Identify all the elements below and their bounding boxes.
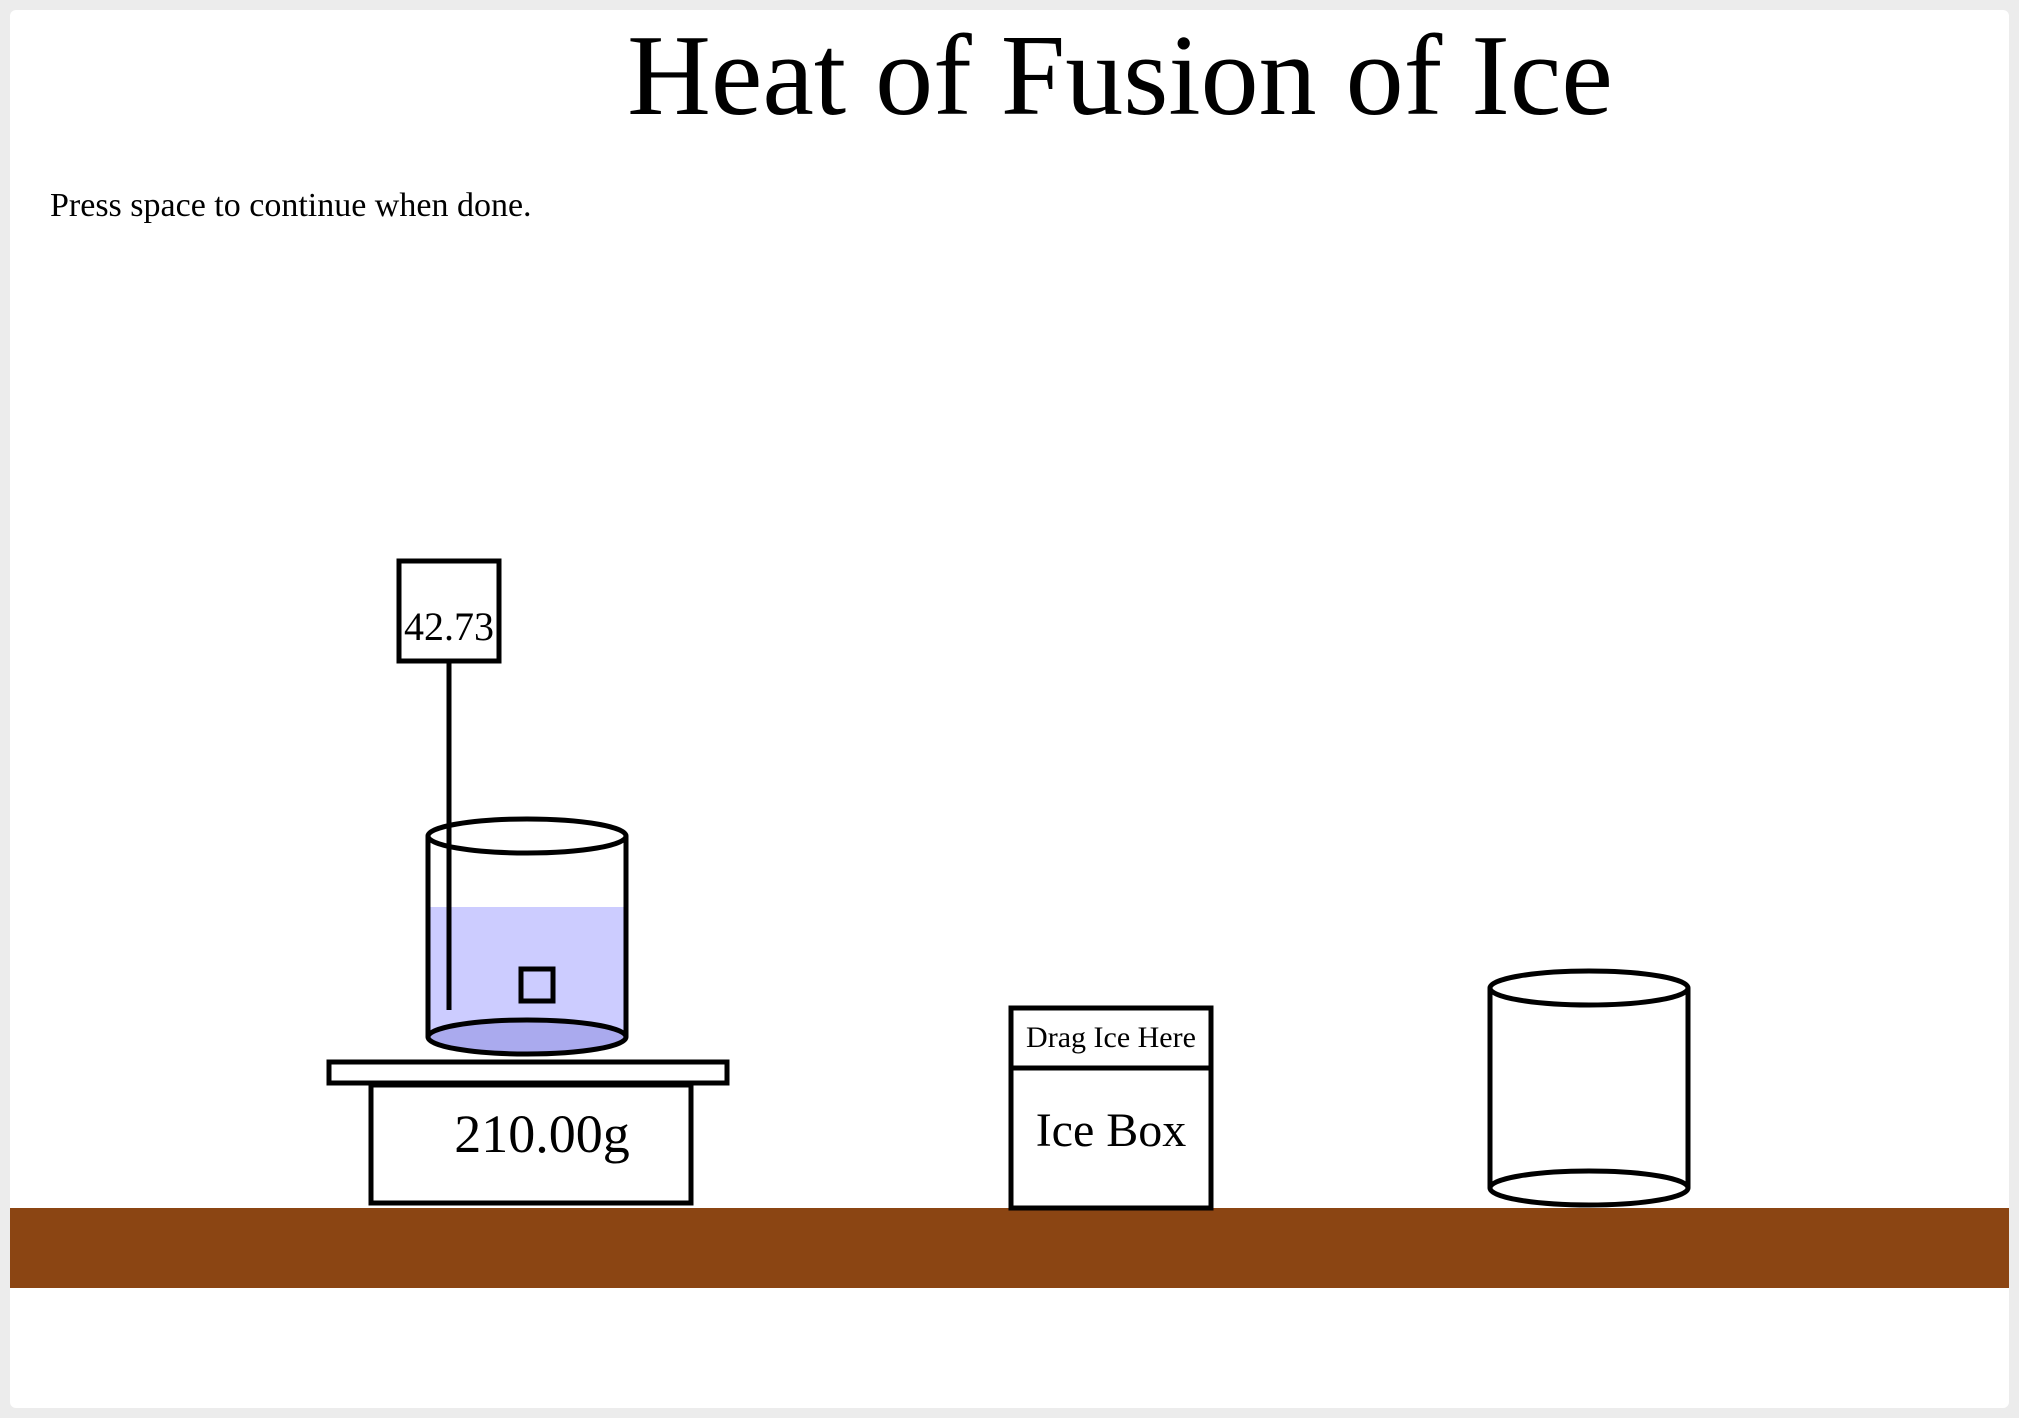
beaker-with-water[interactable] bbox=[425, 816, 629, 1057]
thermometer[interactable]: 42.73 bbox=[396, 558, 502, 1010]
beaker-base bbox=[425, 1017, 629, 1057]
simulation-frame: Heat of Fusion of Ice Press space to con… bbox=[10, 10, 2009, 1408]
instruction-text: Press space to continue when done. bbox=[50, 187, 532, 224]
water-body bbox=[428, 907, 626, 1037]
page-title: Heat of Fusion of Ice bbox=[627, 12, 1613, 140]
empty-beaker-rim bbox=[1487, 968, 1691, 1008]
balance-scale: 210.00g bbox=[326, 1059, 730, 1206]
lab-table bbox=[10, 1208, 2009, 1288]
empty-beaker[interactable] bbox=[1487, 968, 1691, 1208]
ice-box-drop-label: Drag Ice Here bbox=[1026, 1021, 1196, 1054]
scale-readout: 210.00g bbox=[454, 1104, 630, 1164]
scale-pan bbox=[326, 1059, 730, 1086]
thermometer-readout: 42.73 bbox=[404, 604, 494, 649]
water-bottom bbox=[428, 1022, 626, 1052]
empty-beaker-base bbox=[1487, 1168, 1691, 1208]
thermometer-display bbox=[396, 558, 502, 664]
beaker-rim bbox=[425, 816, 629, 856]
scale-body bbox=[368, 1082, 694, 1206]
lab-scene: Heat of Fusion of Ice Press space to con… bbox=[10, 12, 2009, 1288]
ice-box-label: Ice Box bbox=[1036, 1104, 1187, 1157]
ice-cube[interactable] bbox=[518, 966, 556, 1004]
ice-box[interactable]: Drag Ice Here Ice Box bbox=[1008, 1005, 1214, 1211]
ice-box-outline bbox=[1008, 1005, 1214, 1211]
